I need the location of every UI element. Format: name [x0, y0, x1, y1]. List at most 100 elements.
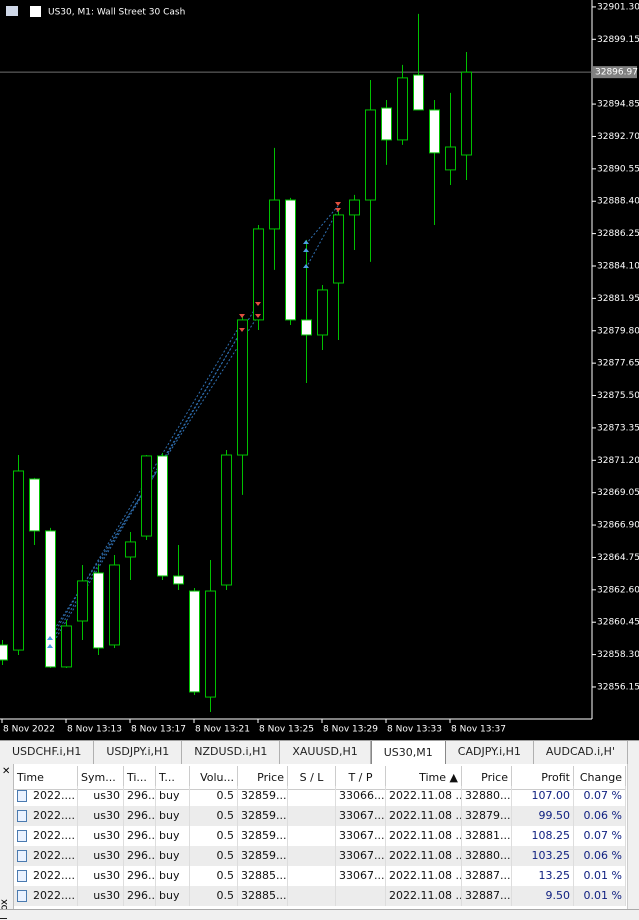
- candle-body: [349, 199, 360, 216]
- table-cell: 0.01 %: [574, 866, 626, 886]
- column-header[interactable]: Price: [238, 766, 288, 790]
- column-header[interactable]: T / P: [336, 766, 386, 790]
- y-tick-label: 32860.45: [597, 618, 639, 628]
- candle-body: [301, 319, 312, 336]
- chart-tab[interactable]: AUDCAD.i,H': [534, 741, 628, 764]
- buy-marker: [303, 264, 309, 268]
- candle-body: [317, 289, 328, 336]
- scrollbar[interactable]: [627, 764, 639, 910]
- cell-text: 0.07 %: [583, 789, 622, 802]
- column-header[interactable]: Time: [14, 766, 78, 790]
- close-marker: [255, 314, 261, 318]
- table-cell: [288, 846, 336, 866]
- cell-text: 32885...: [241, 869, 287, 882]
- table-cell: us30: [78, 866, 124, 886]
- candle-body: [93, 572, 104, 649]
- cell-text: 32859...: [241, 849, 287, 862]
- column-header[interactable]: Volu...: [190, 766, 238, 790]
- column-header[interactable]: Ti...: [124, 766, 156, 790]
- chart-tab[interactable]: NZDUSD.i,H1: [182, 741, 281, 764]
- cell-text: 9.50: [545, 889, 571, 902]
- table-row[interactable]: 2022.... us30 296... buy 0.5 32859... 33067...…: [14, 806, 626, 826]
- cell-text: 0.5: [216, 809, 235, 822]
- table-cell: 2022....: [14, 886, 78, 906]
- cell-text: us30: [93, 889, 120, 902]
- x-tick-label: 8 Nov 13:17: [131, 725, 186, 735]
- close-button[interactable]: ✕: [2, 766, 11, 777]
- table-cell: us30: [78, 886, 124, 906]
- table-cell: 33066...: [336, 786, 386, 806]
- table-cell: buy: [156, 806, 190, 826]
- x-tick-label: 8 Nov 13:21: [195, 725, 250, 735]
- cell-text: 32880...: [465, 849, 511, 862]
- table-cell: us30: [78, 846, 124, 866]
- candle-body: [381, 107, 392, 141]
- column-header[interactable]: S / L: [288, 766, 336, 790]
- cell-text: 2022.11.08 ...: [389, 869, 462, 882]
- table-cell: 0.5: [190, 866, 238, 886]
- candle-body: [109, 564, 120, 646]
- table-cell: us30: [78, 826, 124, 846]
- y-tick-label: 32884.10: [597, 261, 639, 271]
- chart-tab[interactable]: USDJPY.i,H1: [94, 741, 183, 764]
- close-marker: [335, 202, 341, 206]
- table-row[interactable]: 2022.... us30 296... buy 0.5 32859... 33067...…: [14, 826, 626, 846]
- cell-text: 0.5: [216, 889, 235, 902]
- cell-text: 296...: [127, 809, 156, 822]
- candle-body: [45, 530, 56, 668]
- y-tick-label: 32901.30: [597, 2, 639, 12]
- cell-text: 0.5: [216, 849, 235, 862]
- chart-tab[interactable]: USDCHF.i,H1: [0, 741, 95, 764]
- candle-body: [221, 454, 232, 586]
- cell-text: 0.5: [216, 829, 235, 842]
- current-price-label: 32896.97: [595, 68, 638, 78]
- cell-text: 32859...: [241, 829, 287, 842]
- order-icon: [17, 850, 27, 862]
- y-tick-label: 32871.20: [597, 456, 639, 466]
- chart-tab[interactable]: CADJPY.i,H1: [446, 741, 534, 764]
- order-icon: [17, 810, 27, 822]
- order-icon: [17, 830, 27, 842]
- table-row[interactable]: 2022.... us30 296... buy 0.5 32859... 33067...…: [14, 846, 626, 866]
- y-tick-label: 32858.30: [597, 650, 639, 660]
- table-cell: 32880...: [462, 846, 512, 866]
- chart-tab[interactable]: US30,M1: [370, 741, 446, 764]
- candle-body: [253, 228, 264, 321]
- chart-tab[interactable]: XAUUSD,H1: [280, 741, 371, 764]
- table-cell: buy: [156, 886, 190, 906]
- cell-text: us30: [93, 789, 120, 802]
- cell-text: 32881...: [465, 829, 511, 842]
- table-cell: 107.00: [512, 786, 574, 806]
- column-header[interactable]: Profit: [512, 766, 574, 790]
- table-cell: 2022....: [14, 846, 78, 866]
- chart-icon: [6, 6, 18, 16]
- cell-text: 296...: [127, 829, 156, 842]
- cell-text: 296...: [127, 869, 156, 882]
- cell-text: buy: [159, 829, 180, 842]
- table-cell: buy: [156, 866, 190, 886]
- x-tick-label: 8 Nov 2022: [3, 725, 55, 735]
- candle-body: [445, 146, 456, 171]
- cell-text: buy: [159, 789, 180, 802]
- column-header[interactable]: Change: [574, 766, 626, 790]
- column-header[interactable]: T...: [156, 766, 190, 790]
- cell-text: 296...: [127, 889, 156, 902]
- x-tick-label: 8 Nov 13:13: [67, 725, 122, 735]
- cell-text: 296...: [127, 789, 156, 802]
- table-cell: 0.5: [190, 806, 238, 826]
- column-header[interactable]: Time ▲: [386, 766, 462, 790]
- table-cell: us30: [78, 806, 124, 826]
- cell-text: 2022....: [33, 829, 75, 842]
- table-row[interactable]: 2022.... us30 296... buy 0.5 32885... 2022.11.…: [14, 886, 626, 906]
- column-header[interactable]: Price: [462, 766, 512, 790]
- table-row[interactable]: 2022.... us30 296... buy 0.5 32859... 33066...…: [14, 786, 626, 806]
- table-cell: 32887...: [462, 866, 512, 886]
- table-row[interactable]: 2022.... us30 296... buy 0.5 32885... 33067...…: [14, 866, 626, 886]
- toolbox-side: ✕ lbox: [0, 764, 14, 920]
- column-header[interactable]: Sym...: [78, 766, 124, 790]
- table-cell: 108.25: [512, 826, 574, 846]
- y-tick-label: 32856.15: [597, 682, 639, 692]
- chart-tabs: USDCHF.i,H1 USDJPY.i,H1 NZDUSD.i,H1 XAUUSD,…: [0, 740, 639, 764]
- table-cell: 2022....: [14, 806, 78, 826]
